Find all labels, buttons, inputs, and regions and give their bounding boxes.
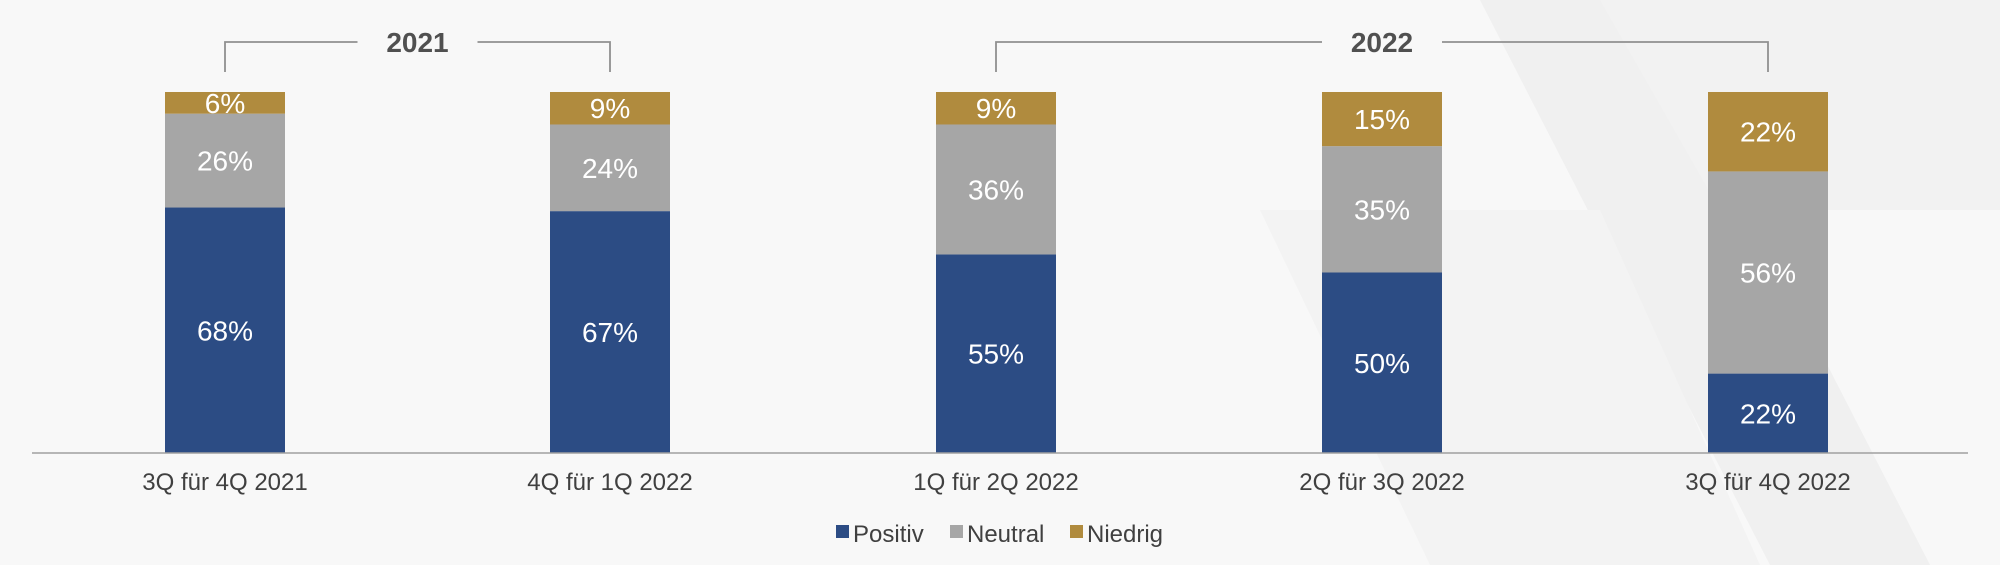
bar-segment-positiv [1708,373,1828,453]
bar-segment-positiv [550,211,670,453]
bar-segment-neutral [936,124,1056,255]
bar-segment-niedrig [936,92,1056,125]
bar-data-label: 6% [205,88,245,119]
legend-swatch-positiv [836,525,849,538]
bar-segment-neutral [1322,146,1442,273]
group-bracket-left [995,41,1322,72]
group-bracket-left [224,41,358,72]
legend-swatch-neutral [950,525,963,538]
bar-segment-neutral [165,113,285,208]
bar-data-label: 9% [976,93,1016,124]
bar-data-label: 56% [1740,258,1796,289]
bar-data-label: 9% [590,93,630,124]
legend-label-neutral: Neutral [967,521,1044,548]
x-tick-label: 1Q für 2Q 2022 [913,469,1078,496]
bar-segment-positiv [1322,272,1442,453]
x-tick-label: 3Q für 4Q 2022 [1685,469,1850,496]
bar-data-label: 22% [1740,117,1796,148]
x-tick-label: 4Q für 1Q 2022 [527,469,692,496]
bar-segment-niedrig [1708,92,1828,172]
bar-data-label: 24% [582,153,638,184]
bar-segment-positiv [936,254,1056,453]
legend-swatch-niedrig [1070,525,1083,538]
bar-data-label: 50% [1354,348,1410,379]
bar-data-label: 67% [582,317,638,348]
bar-segment-positiv [165,207,285,453]
bar-segment-neutral [550,124,670,212]
bar-data-label: 35% [1354,194,1410,225]
legend-label-positiv: Positiv [853,521,924,548]
x-tick-label: 3Q für 4Q 2021 [142,469,307,496]
bar-segment-neutral [1708,171,1828,374]
bar-data-label: 15% [1354,104,1410,135]
x-tick-label: 2Q für 3Q 2022 [1299,469,1464,496]
group-bracket-right [477,41,611,72]
group-label: 2022 [1351,27,1413,58]
bar-data-label: 68% [197,315,253,346]
bar-data-label: 36% [968,174,1024,205]
bar-data-label: 55% [968,339,1024,370]
group-label: 2021 [386,27,448,58]
legend-label-niedrig: Niedrig [1087,521,1163,548]
group-bracket-right [1442,41,1769,72]
bar-data-label: 26% [197,146,253,177]
bar-segment-niedrig [165,92,285,114]
bar-data-label: 22% [1740,398,1796,429]
bar-segment-niedrig [550,92,670,125]
bar-segment-niedrig [1322,92,1442,147]
